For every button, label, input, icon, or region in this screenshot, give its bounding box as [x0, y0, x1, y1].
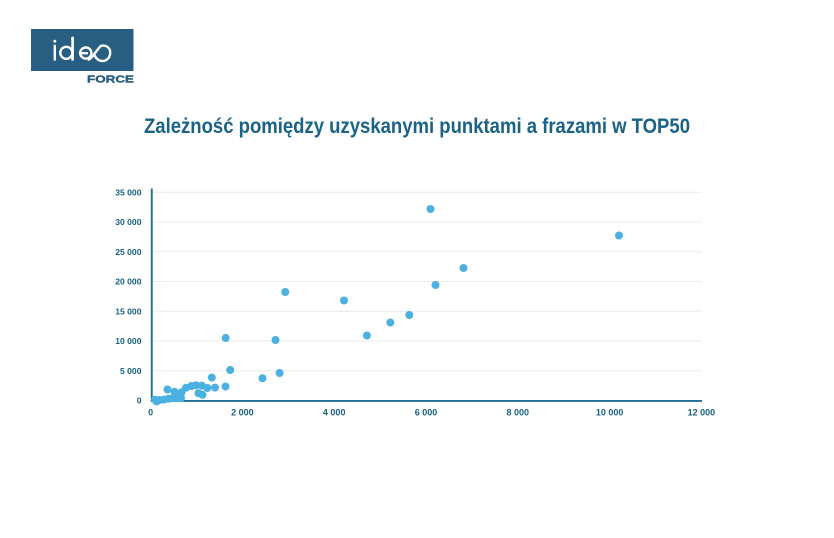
svg-text:Zależność pomiędzy uzyskanymi: Zależność pomiędzy uzyskanymi punktami a…: [144, 114, 690, 138]
svg-text:8 000: 8 000: [507, 408, 530, 418]
svg-text:30 000: 30 000: [115, 217, 142, 227]
svg-text:35 000: 35 000: [115, 187, 142, 197]
svg-text:2 000: 2 000: [231, 408, 254, 418]
svg-text:20 000: 20 000: [115, 277, 142, 287]
svg-text:0: 0: [148, 408, 153, 418]
svg-text:5 000: 5 000: [120, 366, 142, 376]
svg-text:FORCE: FORCE: [87, 73, 134, 85]
svg-text:0: 0: [137, 396, 142, 406]
svg-text:6 000: 6 000: [415, 408, 438, 418]
svg-text:15 000: 15 000: [115, 306, 142, 316]
svg-text:25 000: 25 000: [115, 247, 142, 257]
svg-text:10 000: 10 000: [115, 336, 142, 346]
svg-text:12 000: 12 000: [688, 408, 716, 418]
svg-text:4 000: 4 000: [323, 408, 346, 418]
svg-text:10 000: 10 000: [596, 408, 624, 418]
